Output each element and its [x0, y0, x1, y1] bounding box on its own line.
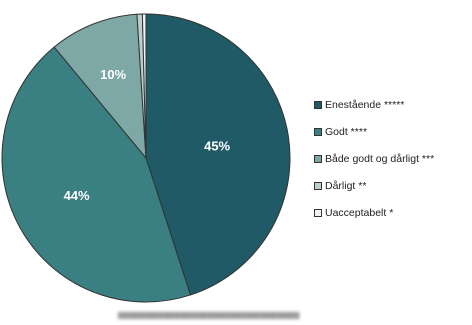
- legend-swatch-daarligt: [314, 182, 322, 190]
- legend-label-baade-godt-og-daarligt: Både godt og dårligt ***: [325, 153, 435, 165]
- legend-item-baade-godt-og-daarligt: Både godt og dårligt ***: [314, 149, 470, 169]
- legend-item-daarligt: Dårligt **: [314, 176, 470, 196]
- pie-slice-uacceptabelt: [141, 13, 147, 159]
- legend-swatch-baade-godt-og-daarligt: [314, 155, 322, 163]
- legend-swatch-enestaende: [314, 101, 322, 109]
- slice-label-baade-godt-og-daarligt: 10%: [100, 67, 126, 82]
- legend-item-uacceptabelt: Uacceptabelt *: [314, 203, 470, 223]
- pie-slice-baade-godt-og-daarligt: [53, 13, 147, 160]
- legend-item-enestaende: Enestående *****: [314, 95, 470, 115]
- legend-item-godt: Godt ****: [314, 122, 470, 142]
- legend-label-enestaende: Enestående *****: [325, 99, 405, 111]
- legend-label-daarligt: Dårligt **: [325, 180, 367, 192]
- legend-swatch-uacceptabelt: [314, 209, 322, 217]
- blurred-caption: ████████████████████████████████: [118, 312, 300, 319]
- slice-label-enestaende: 45%: [204, 139, 230, 154]
- pie-slice-enestaende: [145, 13, 291, 296]
- legend-label-uacceptabelt: Uacceptabelt *: [325, 207, 394, 219]
- legend-label-godt: Godt ****: [325, 126, 368, 138]
- chart-legend: Enestående ***** Godt **** Både godt og …: [314, 95, 470, 230]
- pie-slice-godt: [1, 46, 192, 303]
- legend-swatch-godt: [314, 128, 322, 136]
- slice-label-godt: 44%: [64, 188, 90, 203]
